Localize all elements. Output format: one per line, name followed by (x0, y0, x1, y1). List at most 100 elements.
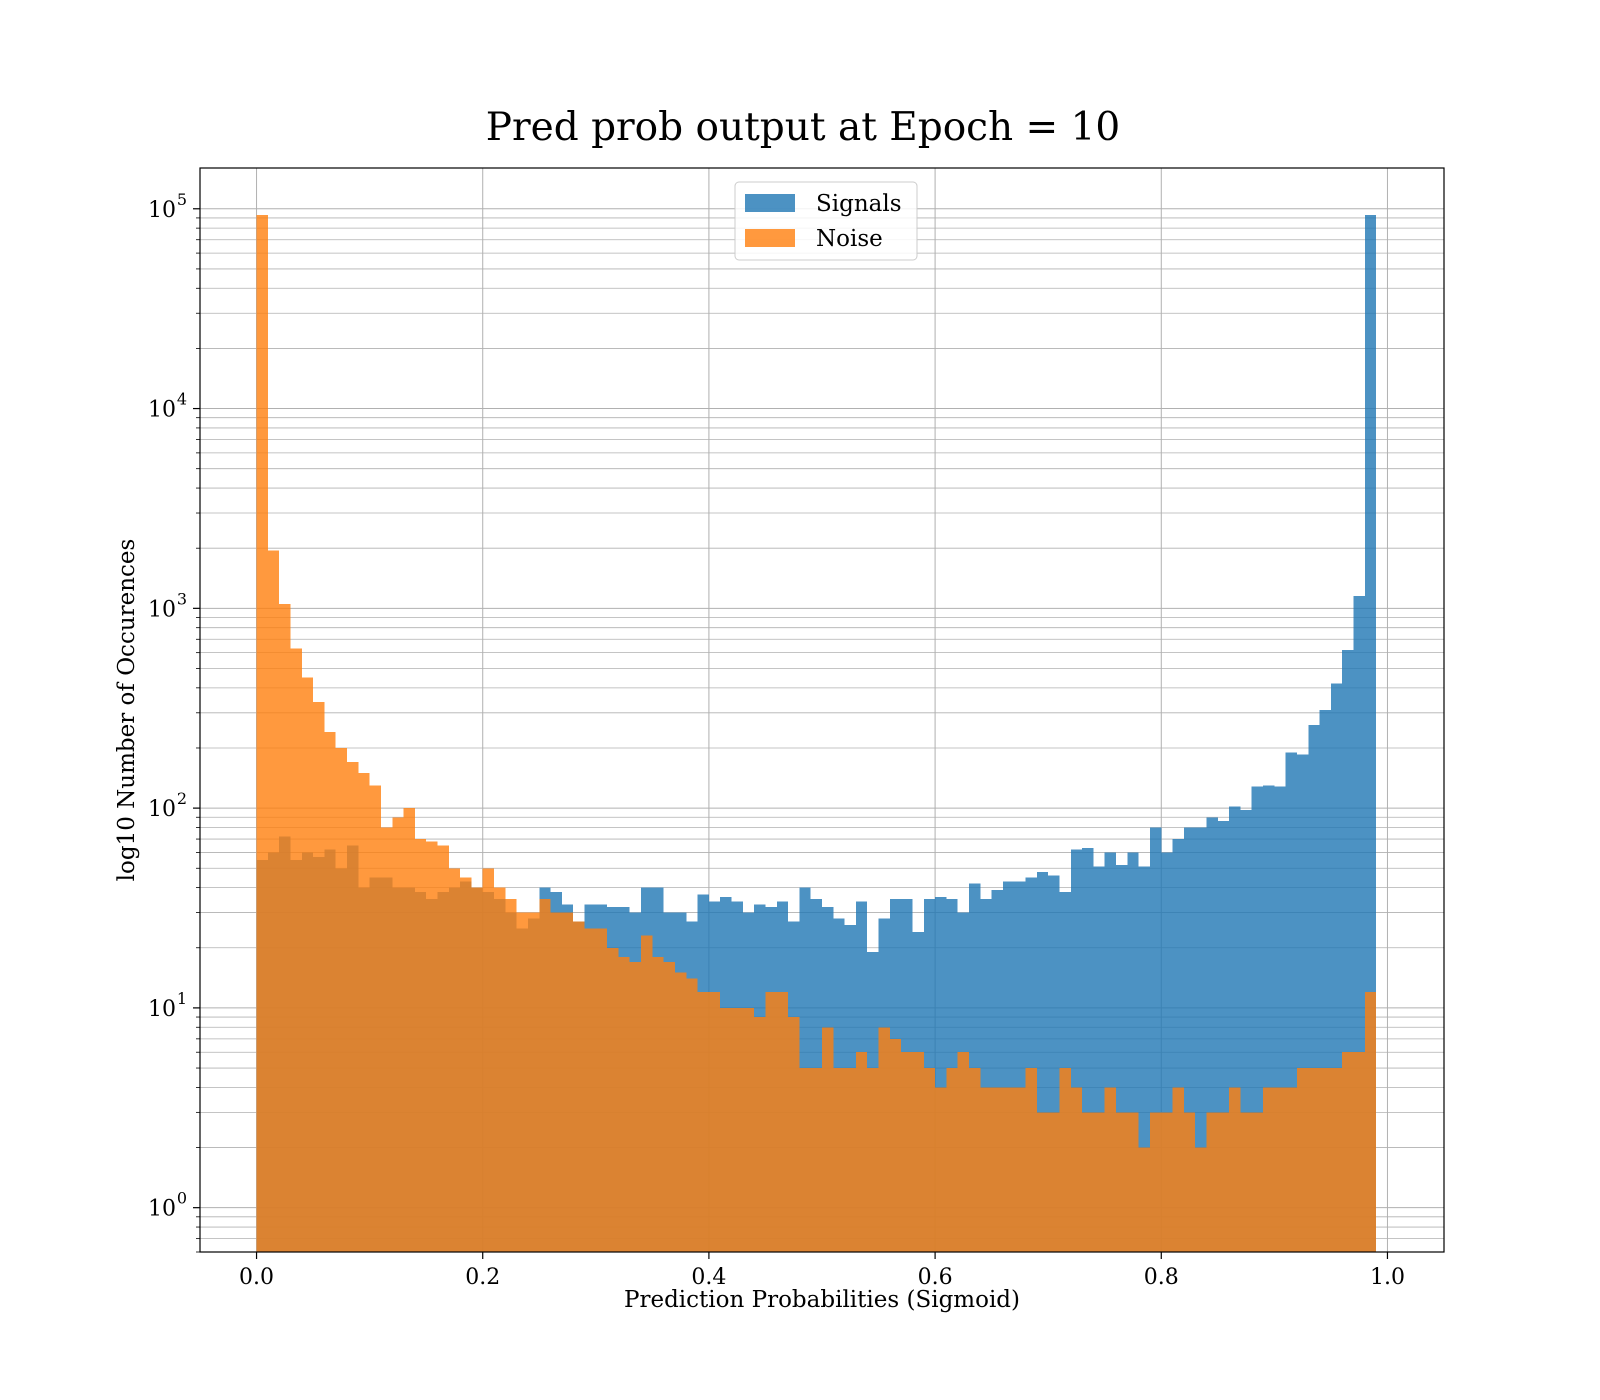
histogram-bar (335, 747, 348, 1252)
x-tick-label: 0.6 (918, 1265, 953, 1290)
histogram-bar (256, 215, 268, 1252)
histogram-bar (754, 1017, 766, 1252)
histogram-bar (347, 762, 359, 1252)
histogram-bar (1240, 809, 1252, 1252)
histogram-bar (674, 972, 687, 1252)
legend-label: Signals (816, 191, 902, 217)
histogram-bar (539, 899, 551, 1252)
histogram-bar (1183, 1112, 1196, 1252)
histogram-bar (980, 899, 992, 1252)
histogram-bar (1319, 1068, 1331, 1252)
histogram-bar (720, 1007, 732, 1252)
histogram-bar (867, 1068, 879, 1252)
histogram-bar (1149, 827, 1162, 1252)
histogram-bar (1195, 827, 1207, 1252)
histogram-bar (697, 992, 709, 1252)
histogram-bar (595, 928, 608, 1252)
histogram-bar (1285, 752, 1297, 1252)
x-tick-label: 0.2 (465, 1265, 500, 1290)
histogram-bar (324, 732, 336, 1252)
histogram-bar (1229, 1087, 1241, 1252)
histogram-bar (708, 992, 721, 1252)
histogram-bar (799, 1068, 811, 1252)
histogram-bar (392, 817, 404, 1252)
histogram-bar (460, 877, 472, 1252)
x-tick-label: 0.0 (239, 1265, 274, 1290)
legend: Signals Noise (734, 181, 918, 261)
histogram-bar (607, 947, 619, 1252)
histogram-bar (991, 1087, 1003, 1252)
y-tick-label: 10 (148, 398, 176, 423)
histogram-bar (1319, 709, 1331, 1252)
histogram-bar (731, 1007, 743, 1252)
histogram-bar (505, 899, 517, 1252)
y-tick-exponent: 2 (177, 789, 187, 808)
histogram-bar (912, 1052, 924, 1252)
histogram-bar (301, 677, 314, 1252)
histogram-bar (969, 1068, 981, 1252)
histogram-bar (788, 1017, 800, 1252)
histogram-bar (1002, 881, 1015, 1252)
histogram-bar (1093, 866, 1105, 1252)
histogram-bar (1127, 1112, 1139, 1252)
histogram-bar (1217, 821, 1230, 1252)
histogram-bar (742, 1007, 755, 1252)
histogram-bar (765, 992, 777, 1252)
histogram-bar (1183, 827, 1196, 1252)
histogram-bar (1036, 871, 1049, 1252)
histogram-bar (663, 961, 675, 1252)
histogram-bar (313, 701, 325, 1252)
histogram-bar (1014, 1087, 1026, 1252)
legend-swatch (745, 194, 795, 212)
series-noise (256, 215, 1377, 1252)
x-tick-label: 1.0 (1370, 1265, 1405, 1290)
y-axis-label: log10 Number of Occurences (114, 539, 140, 882)
histogram-bar (1206, 817, 1218, 1252)
histogram-bar (991, 889, 1003, 1252)
histogram-bar (618, 956, 630, 1252)
histogram-bar (584, 928, 596, 1252)
histogram-bar (380, 827, 393, 1252)
histogram-bar (822, 1027, 834, 1252)
y-tick-label: 10 (148, 198, 176, 223)
histogram-bar (1161, 852, 1173, 1252)
histogram-bar (1082, 1112, 1094, 1252)
legend-label: Noise (816, 226, 883, 252)
histogram-bar (980, 1087, 992, 1252)
histogram-bar (1138, 866, 1150, 1252)
histogram-bar (403, 808, 415, 1252)
histogram-bar (1217, 1112, 1230, 1252)
histogram-bar (1104, 852, 1117, 1252)
histogram-bar (957, 1052, 970, 1252)
histogram-bar (1048, 1112, 1060, 1252)
histogram-bar (1116, 864, 1128, 1252)
histogram-bar (1025, 877, 1037, 1252)
histogram-bar (1138, 1147, 1150, 1252)
histogram-bar (1070, 1087, 1083, 1252)
histogram-bar (1002, 1087, 1015, 1252)
histogram-bar (516, 912, 528, 1252)
histogram-bar (1240, 1112, 1252, 1252)
histogram-bar (1116, 1112, 1128, 1252)
histogram-bar (641, 935, 653, 1252)
histogram-bar (1048, 875, 1060, 1252)
y-tick-exponent: 5 (177, 190, 187, 209)
histogram-bar (1161, 1112, 1173, 1252)
x-tick-label: 0.4 (691, 1265, 726, 1290)
histogram-bar (686, 978, 698, 1252)
legend-swatch (745, 229, 795, 247)
histogram-bar (448, 868, 461, 1252)
y-tick-label: 10 (148, 1197, 176, 1222)
histogram-bar (369, 785, 381, 1252)
histogram-bar (833, 1068, 845, 1252)
histogram-bar (855, 1052, 868, 1252)
histogram-bar (1364, 992, 1377, 1252)
histogram-bar (1330, 1068, 1343, 1252)
histogram-bar (946, 1068, 958, 1252)
histogram-bar (414, 839, 427, 1252)
y-tick-exponent: 1 (177, 989, 187, 1008)
histogram-bar (1274, 786, 1286, 1252)
histogram-bar (878, 1027, 890, 1252)
histogram-bar (1195, 1147, 1207, 1252)
